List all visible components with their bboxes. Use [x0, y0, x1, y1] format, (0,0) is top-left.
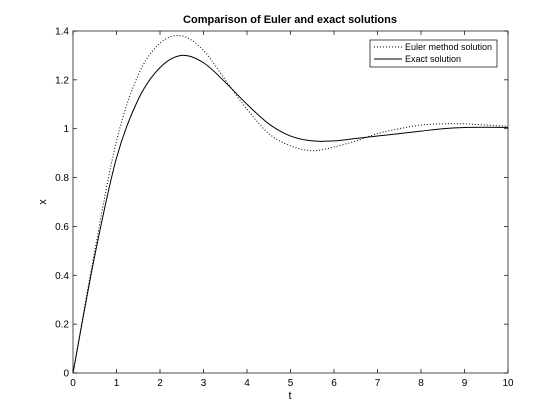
x-tick-label: 3 — [201, 378, 207, 389]
y-tick-label: 0.2 — [55, 320, 69, 331]
y-tick-label: 0.8 — [55, 173, 69, 184]
x-tick-label: 9 — [462, 378, 468, 389]
y-tick-label: 1 — [63, 124, 69, 135]
y-tick-label: 0.6 — [55, 222, 69, 233]
exact-series-line — [72, 54, 509, 374]
x-tick-label: 0 — [70, 378, 76, 389]
x-tick-label: 6 — [331, 378, 337, 389]
legend-euler-label: Euler method solution — [405, 42, 492, 52]
x-tick-label: 5 — [288, 378, 294, 389]
plot-frame — [72, 30, 509, 374]
legend: Euler method solution Exact solution — [369, 39, 498, 68]
y-tick-label: 1.2 — [55, 75, 69, 86]
series-layer — [72, 35, 509, 374]
x-tick-label: 1 — [114, 378, 120, 389]
euler-series-line — [72, 35, 509, 374]
y-tick-label: 0 — [63, 369, 69, 380]
ticks-layer: 0 1 2 3 4 5 6 7 8 9 10 0 0.2 0.4 0.6 0.8 1 1.2 1.4 — [55, 27, 514, 390]
x-tick-label: 10 — [502, 378, 514, 389]
chart-title: Comparison of Euler and exact solutions — [183, 14, 397, 26]
x-tick-label: 2 — [157, 378, 163, 389]
plot-area-border — [72, 30, 509, 374]
legend-box — [369, 39, 498, 68]
y-axis-label: x — [37, 199, 49, 205]
legend-exact-label: Exact solution — [405, 54, 461, 64]
y-tick-label: 1.4 — [55, 27, 69, 38]
x-tick-label: 4 — [244, 378, 250, 389]
x-tick-label: 8 — [418, 378, 424, 389]
x-tick-label: 7 — [375, 378, 381, 389]
x-axis-label: t — [288, 390, 291, 402]
y-tick-label: 0.4 — [55, 271, 69, 282]
